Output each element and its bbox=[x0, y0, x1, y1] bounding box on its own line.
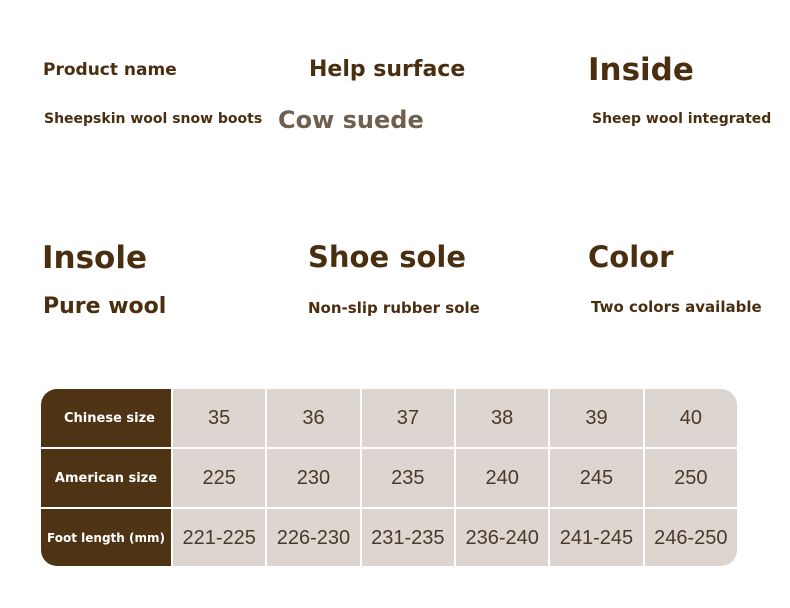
table-cell: 240 bbox=[456, 449, 549, 507]
insole-label: Insole bbox=[42, 240, 148, 276]
table-cell: 221-225 bbox=[173, 509, 266, 566]
insole-value: Pure wool bbox=[43, 294, 167, 319]
table-cell: 241-245 bbox=[550, 509, 643, 566]
product-name-value: Sheepskin wool snow boots bbox=[44, 111, 263, 127]
table-cell: 236-240 bbox=[456, 509, 549, 566]
color-label: Color bbox=[588, 240, 674, 274]
table-cell: 35 bbox=[173, 389, 266, 447]
table-cell: 40 bbox=[644, 389, 737, 447]
table-cell: 39 bbox=[550, 389, 643, 447]
table-cell: 231-235 bbox=[361, 509, 454, 566]
table-cell: 38 bbox=[456, 389, 549, 447]
table-cell: 225 bbox=[173, 449, 266, 507]
row-header-foot-length: Foot length (mm) bbox=[41, 509, 171, 566]
table-cell: 246-250 bbox=[644, 509, 737, 566]
table-cell: 230 bbox=[267, 449, 360, 507]
size-table: Chinese size 35 36 37 38 39 40 American … bbox=[41, 389, 737, 566]
table-cell: 37 bbox=[361, 389, 454, 447]
table-cell: 235 bbox=[361, 449, 454, 507]
help-surface-label: Help surface bbox=[309, 57, 466, 82]
color-value: Two colors available bbox=[591, 298, 762, 316]
table-cell: 36 bbox=[267, 389, 360, 447]
row-header-chinese-size: Chinese size bbox=[41, 389, 171, 447]
product-name-label: Product name bbox=[43, 60, 177, 80]
inside-value: Sheep wool integrated bbox=[592, 111, 772, 127]
inside-label: Inside bbox=[588, 52, 694, 88]
shoe-sole-value: Non-slip rubber sole bbox=[308, 299, 480, 317]
row-header-american-size: American size bbox=[41, 449, 171, 507]
table-cell: 226-230 bbox=[267, 509, 360, 566]
table-cell: 250 bbox=[644, 449, 737, 507]
shoe-sole-label: Shoe sole bbox=[308, 240, 467, 274]
help-surface-value: Cow suede bbox=[278, 106, 424, 134]
table-cell: 245 bbox=[550, 449, 643, 507]
